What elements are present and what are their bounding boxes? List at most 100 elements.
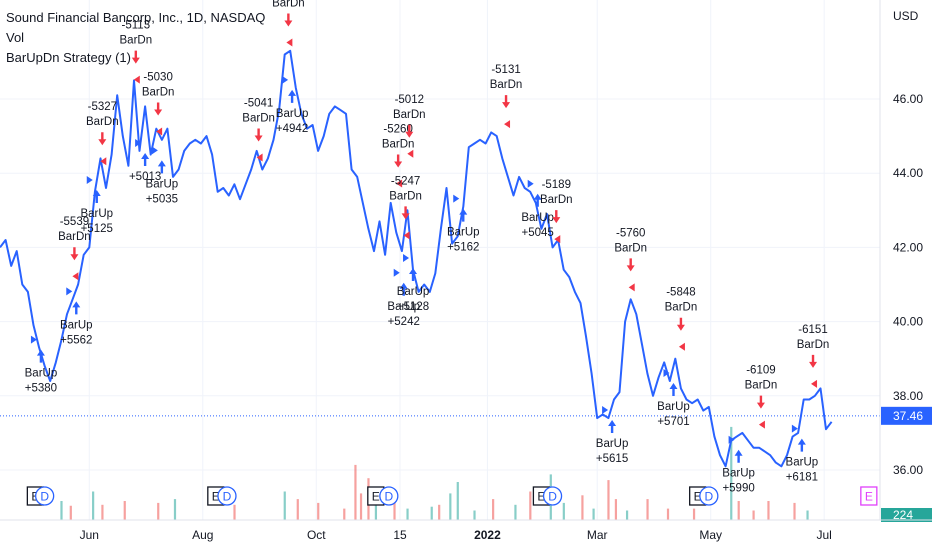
time-tick-label: 2022	[474, 528, 501, 542]
volume-bar	[752, 510, 755, 520]
volume-bar	[438, 504, 441, 520]
volume-bar	[317, 502, 320, 520]
sell-signal: -5760 BarDn	[614, 227, 647, 292]
sell-signal-label: -5131	[491, 64, 520, 76]
earnings-letter: E	[537, 490, 545, 504]
sell-arrow-icon	[809, 354, 818, 368]
price-tick-label: 40.00	[893, 315, 923, 329]
buy-entry-marker	[527, 179, 534, 188]
time-tick-label: Oct	[307, 528, 326, 542]
dividend-icon[interactable]	[379, 486, 399, 506]
buy-signal: BarUp +5162	[447, 194, 480, 254]
sell-signal-label: BarDn	[272, 0, 305, 10]
dividend-marker[interactable]: D	[35, 486, 55, 506]
buy-signal: BarUp +6181	[786, 424, 818, 484]
sell-entry-marker	[100, 157, 107, 166]
dividend-letter: D	[40, 490, 49, 504]
buy-signal-label: +5045	[522, 227, 554, 239]
dividend-icon[interactable]	[217, 486, 237, 506]
sell-entry-marker	[678, 342, 685, 351]
volume-bars	[60, 426, 809, 520]
buy-signal-label: +5990	[722, 483, 754, 495]
volume-bar	[767, 501, 770, 520]
volume-bar	[529, 491, 532, 520]
volume-indicator-label[interactable]: Vol	[6, 30, 25, 45]
volume-bar	[646, 499, 649, 520]
time-tick-label: Mar	[587, 528, 608, 542]
time-axis[interactable]: Jun Aug Oct 15 2022 Mar May Jul	[0, 519, 932, 542]
sell-signal: -5113 BarDn	[120, 20, 152, 84]
buy-entry-marker	[453, 194, 460, 203]
volume-bar	[354, 464, 357, 520]
sell-signal-label: -5012	[395, 94, 424, 106]
buy-signal-label: +5615	[596, 453, 628, 465]
dividend-icon[interactable]	[542, 486, 563, 506]
sell-signal-label: -5189	[542, 179, 571, 191]
earnings-marker[interactable]: E	[860, 486, 878, 506]
dividend-marker[interactable]: D	[699, 486, 719, 506]
earnings-letter: E	[372, 490, 380, 504]
buy-arrow-icon	[459, 208, 468, 222]
sell-arrow-icon	[502, 95, 511, 109]
dividend-marker[interactable]: D	[217, 486, 237, 506]
sell-signal-label: BarDn	[393, 109, 426, 121]
sell-signal-label: BarDn	[58, 231, 91, 243]
buy-arrow-icon	[409, 267, 418, 281]
buy-signal: BarUp +5701	[657, 368, 690, 428]
sell-signal-label: -5041	[244, 98, 273, 110]
time-tick-label: Aug	[192, 528, 213, 542]
volume-bar	[406, 508, 409, 520]
dividend-marker[interactable]: D	[542, 486, 563, 506]
buy-entry-marker	[602, 406, 609, 415]
price-tick-label: 36.00	[893, 463, 923, 477]
buy-entry-marker	[135, 138, 142, 147]
buy-signal-label: +4942	[276, 123, 308, 135]
volume-bar	[592, 508, 595, 520]
buy-signal-label: BarUp	[596, 438, 629, 450]
event-markers[interactable]: EDEDEDEDEDE	[26, 486, 878, 506]
last-price-badge	[881, 406, 932, 425]
sell-arrow-icon	[98, 132, 107, 146]
buy-signal-label: BarUp	[657, 401, 690, 413]
sell-entry-marker	[811, 379, 818, 388]
buy-entry-marker	[728, 435, 735, 444]
buy-entry-marker	[403, 253, 410, 262]
buy-signal-label: BarUp	[447, 227, 480, 239]
sell-signal-label: -5113	[122, 20, 151, 32]
strategy-label[interactable]: BarUpDn Strategy (1)	[6, 50, 131, 65]
buy-signal-label: BarUp	[521, 212, 554, 224]
volume-bar	[737, 501, 740, 520]
sell-arrow-icon	[70, 247, 79, 261]
sell-signal-label: BarDn	[490, 79, 523, 91]
sell-signal-label: -6109	[746, 365, 775, 377]
buy-signal-label: +5701	[657, 416, 689, 428]
dividend-icon[interactable]	[699, 486, 719, 506]
sell-signal-label: -5327	[88, 101, 117, 113]
sell-signal: -5041 BarDn	[242, 98, 275, 162]
sell-signal-label: -5848	[666, 287, 695, 299]
sell-signal-label: -6151	[798, 324, 827, 336]
volume-value-label: 224	[893, 508, 913, 522]
buy-arrow-icon	[141, 152, 150, 166]
buy-signal-label: BarUp	[397, 286, 430, 298]
sell-signal-label: -5539	[60, 216, 89, 228]
buy-arrow-icon	[669, 382, 678, 396]
sell-signal-label: BarDn	[389, 190, 422, 202]
dividend-icon[interactable]	[35, 486, 55, 506]
sell-arrow-icon	[131, 50, 140, 64]
sell-entry-marker	[407, 149, 414, 158]
symbol-title[interactable]: Sound Financial Bancorp, Inc., 1D, NASDA…	[6, 10, 266, 25]
buy-signal-label: +5013	[129, 171, 161, 183]
earnings-icon[interactable]	[860, 486, 878, 506]
last-price-label: 37.46	[893, 409, 923, 423]
sell-arrow-icon	[756, 395, 765, 409]
dividend-marker[interactable]: D	[379, 486, 399, 506]
buy-entry-marker	[86, 176, 93, 185]
sell-entry-marker	[403, 231, 410, 240]
volume-bar	[449, 493, 452, 520]
sell-arrow-icon	[254, 128, 263, 142]
price-axis[interactable]: USD 36.00 38.00 40.00 42.00 44.00 46.00 37.46 22…	[879, 0, 932, 522]
buy-arrow-icon	[36, 349, 45, 363]
buy-arrow-icon	[72, 301, 81, 315]
